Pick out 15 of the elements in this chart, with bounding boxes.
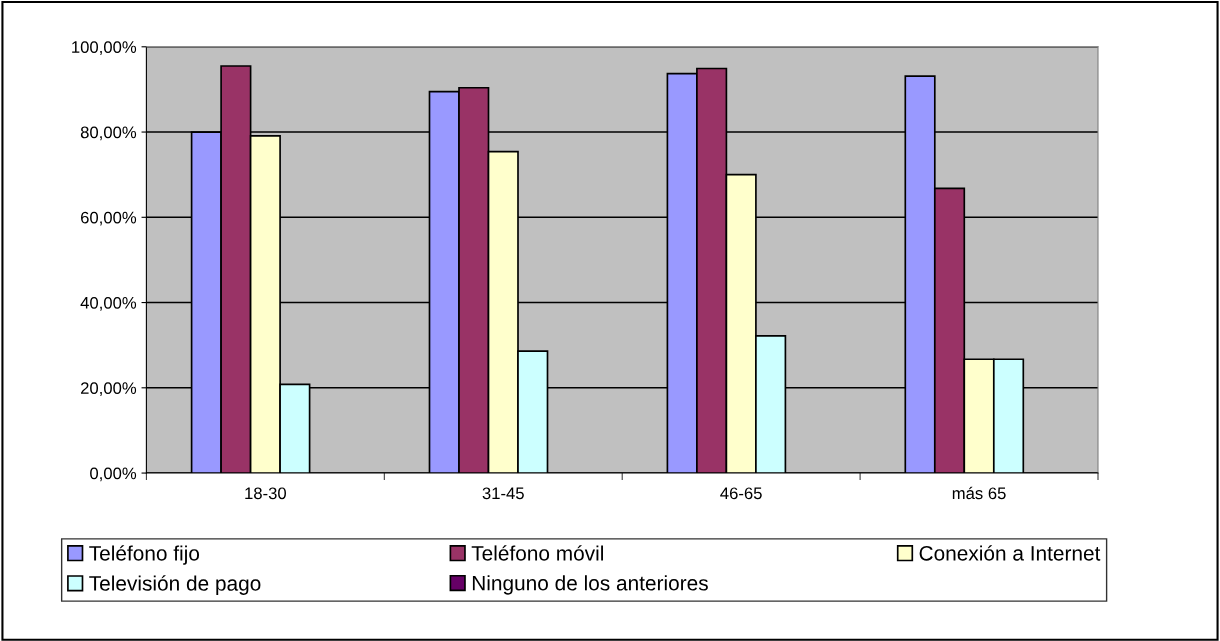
y-tick-label: 0,00% [90, 467, 137, 482]
x-tick-label: más 65 [952, 486, 1006, 500]
x-tick-label: 46-65 [720, 487, 762, 500]
y-tick-label: 100,00% [72, 41, 137, 55]
legend-label: Teléfono fijo [89, 545, 200, 565]
legend-label: Conexión a Internet [919, 545, 1101, 561]
legend-label: Teléfono móvil [471, 545, 603, 561]
y-tick-label: 40,00% [80, 296, 137, 311]
x-tick-label: 18-30 [245, 487, 287, 500]
y-tick-label: 60,00% [81, 211, 137, 226]
x-tick-label: 31-45 [482, 487, 524, 500]
legend-label: Televisión de pago [89, 575, 261, 595]
y-tick-label: 80,00% [80, 126, 137, 141]
legend-label: Ninguno de los anteriores [472, 575, 708, 595]
y-tick-label: 20,00% [80, 382, 137, 396]
